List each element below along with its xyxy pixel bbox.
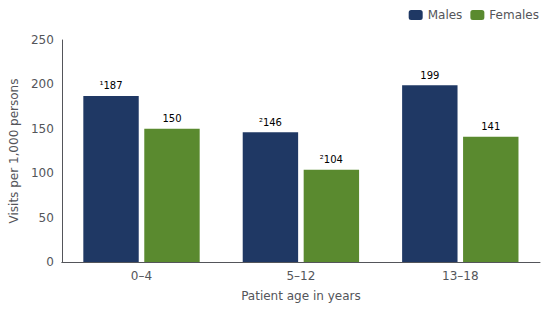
svg-text:5–12: 5–12 (286, 269, 315, 283)
svg-text:²146: ²146 (259, 117, 282, 128)
svg-text:Males: Males (428, 8, 463, 22)
svg-text:0–4: 0–4 (131, 269, 152, 283)
svg-text:13–18: 13–18 (442, 269, 479, 283)
svg-text:150: 150 (162, 113, 181, 124)
svg-text:199: 199 (420, 70, 439, 81)
svg-text:150: 150 (31, 122, 54, 136)
svg-text:²104: ²104 (320, 154, 343, 165)
svg-text:Females: Females (489, 8, 539, 22)
svg-text:141: 141 (481, 121, 500, 132)
svg-text:250: 250 (31, 33, 54, 47)
svg-text:200: 200 (31, 77, 54, 91)
svg-text:Patient age in years: Patient age in years (241, 289, 361, 303)
svg-text:Visits per 1,000 persons: Visits per 1,000 persons (7, 79, 21, 224)
svg-text:50: 50 (39, 211, 54, 225)
svg-text:100: 100 (31, 166, 54, 180)
svg-text:0: 0 (46, 255, 54, 269)
svg-text:¹187: ¹187 (99, 80, 122, 91)
